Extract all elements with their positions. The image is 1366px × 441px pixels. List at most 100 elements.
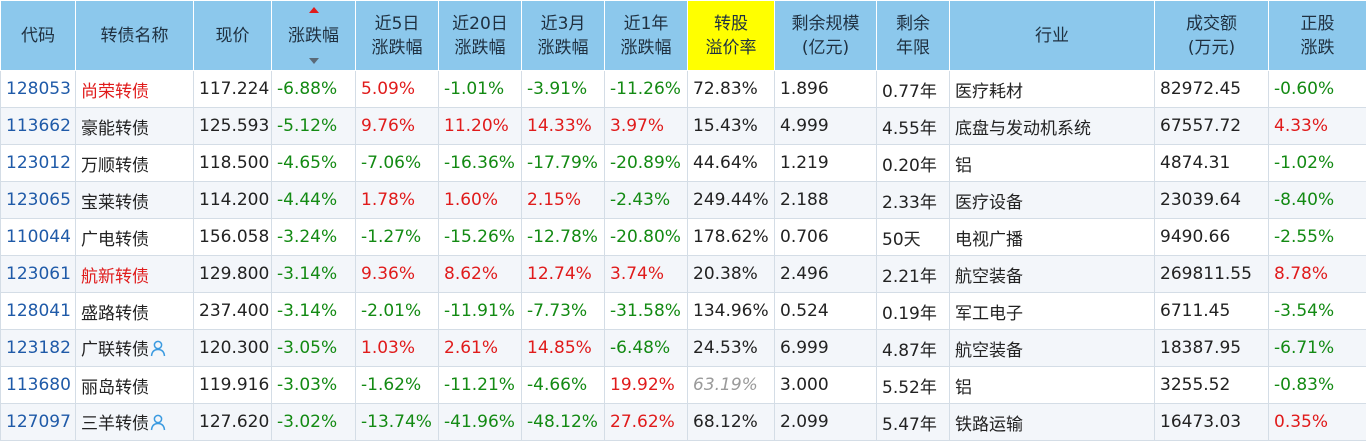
bond-code-cell[interactable]: 128053 bbox=[1, 71, 76, 108]
change-3m-cell: 14.33% bbox=[522, 108, 605, 145]
remaining-years-cell-text: 0.19年 bbox=[882, 304, 937, 324]
col-header-conversion-premium[interactable]: 转股溢价率 bbox=[688, 1, 775, 71]
bond-code-cell[interactable]: 123012 bbox=[1, 145, 76, 182]
change-5d-cell-text: -1.27% bbox=[361, 227, 421, 247]
price-cell-text: 114.200 bbox=[199, 190, 269, 210]
remaining-scale-cell: 0.524 bbox=[775, 293, 877, 330]
industry-cell-text: 航空装备 bbox=[955, 267, 1023, 287]
person-icon[interactable] bbox=[150, 414, 166, 436]
col-header-3m-change[interactable]: 近3月涨跌幅 bbox=[522, 1, 605, 71]
bond-code-cell-text[interactable]: 128041 bbox=[6, 301, 71, 321]
bond-code-cell-text[interactable]: 113680 bbox=[6, 375, 71, 395]
bond-name-cell-text[interactable]: 广电转债 bbox=[81, 230, 149, 250]
change-3m-cell: -12.78% bbox=[522, 219, 605, 256]
bond-name-cell-text[interactable]: 万顺转债 bbox=[81, 156, 149, 176]
stock-change-cell-text: -0.83% bbox=[1274, 375, 1334, 395]
bond-name-cell[interactable]: 航新转债 bbox=[76, 256, 194, 293]
col-header-remaining-scale[interactable]: 剩余规模(亿元) bbox=[775, 1, 877, 71]
bond-code-cell[interactable]: 123182 bbox=[1, 330, 76, 367]
bond-code-cell[interactable]: 113680 bbox=[1, 367, 76, 404]
change-3m-cell: 2.15% bbox=[522, 182, 605, 219]
bond-code-cell-text[interactable]: 127097 bbox=[6, 412, 71, 432]
bond-name-cell[interactable]: 盛路转债 bbox=[76, 293, 194, 330]
bond-code-cell-text[interactable]: 123065 bbox=[6, 190, 71, 210]
bond-name-cell-text[interactable]: 盛路转债 bbox=[81, 304, 149, 324]
bond-name-cell-text[interactable]: 三羊转债 bbox=[81, 414, 149, 434]
col-header-1y-change[interactable]: 近1年涨跌幅 bbox=[605, 1, 688, 71]
industry-cell-text: 军工电子 bbox=[955, 304, 1023, 324]
bond-name-cell-text[interactable]: 宝莱转债 bbox=[81, 193, 149, 213]
bond-name-cell[interactable]: 豪能转债 bbox=[76, 108, 194, 145]
conversion-premium-cell: 249.44% bbox=[688, 182, 775, 219]
col-header-turnover[interactable]: 成交额(万元) bbox=[1155, 1, 1269, 71]
bond-code-cell[interactable]: 128041 bbox=[1, 293, 76, 330]
stock-change-cell: -1.02% bbox=[1269, 145, 1366, 182]
remaining-scale-cell: 2.188 bbox=[775, 182, 877, 219]
bond-name-cell-text[interactable]: 丽岛转债 bbox=[81, 378, 149, 398]
bond-name-cell-text[interactable]: 航新转债 bbox=[81, 267, 149, 287]
turnover-cell: 82972.45 bbox=[1155, 71, 1269, 108]
stock-change-cell: 0.35% bbox=[1269, 404, 1366, 441]
change-cell: -6.88% bbox=[272, 71, 356, 108]
remaining-years-cell-text: 50天 bbox=[882, 230, 921, 250]
bond-code-cell[interactable]: 113662 bbox=[1, 108, 76, 145]
bond-code-cell-text[interactable]: 123182 bbox=[6, 338, 71, 358]
price-cell-text: 156.058 bbox=[199, 227, 269, 247]
bond-name-cell[interactable]: 广联转债 bbox=[76, 330, 194, 367]
bond-code-cell[interactable]: 123061 bbox=[1, 256, 76, 293]
bond-code-cell-text[interactable]: 113662 bbox=[6, 116, 71, 136]
bond-name-cell-text[interactable]: 豪能转债 bbox=[81, 119, 149, 139]
bond-name-cell[interactable]: 宝莱转债 bbox=[76, 182, 194, 219]
remaining-years-cell: 4.87年 bbox=[877, 330, 950, 367]
bond-code-cell-text[interactable]: 123061 bbox=[6, 264, 71, 284]
stock-change-cell: 8.78% bbox=[1269, 256, 1366, 293]
bond-name-cell[interactable]: 尚荣转债 bbox=[76, 71, 194, 108]
industry-cell-text: 底盘与发动机系统 bbox=[955, 119, 1091, 139]
bond-name-cell[interactable]: 丽岛转债 bbox=[76, 367, 194, 404]
col-header-price[interactable]: 现价 bbox=[194, 1, 272, 71]
change-3m-cell-text: 14.33% bbox=[527, 116, 592, 136]
change-1y-cell: -6.48% bbox=[605, 330, 688, 367]
conversion-premium-cell-text: 15.43% bbox=[693, 116, 758, 136]
col-header-industry[interactable]: 行业 bbox=[950, 1, 1155, 71]
bond-name-cell-text[interactable]: 广联转债 bbox=[81, 340, 149, 360]
price-cell-text: 118.500 bbox=[199, 153, 269, 173]
change-20d-cell: -1.01% bbox=[439, 71, 522, 108]
price-cell: 120.300 bbox=[194, 330, 272, 367]
col-header-remaining-years[interactable]: 剩余年限 bbox=[877, 1, 950, 71]
bond-name-cell[interactable]: 三羊转债 bbox=[76, 404, 194, 441]
bond-code-cell-text[interactable]: 128053 bbox=[6, 79, 71, 99]
change-5d-cell: 5.09% bbox=[356, 71, 439, 108]
bond-code-cell[interactable]: 123065 bbox=[1, 182, 76, 219]
bond-code-cell[interactable]: 127097 bbox=[1, 404, 76, 441]
col-header-code[interactable]: 代码 bbox=[1, 1, 76, 71]
stock-change-cell-text: -2.55% bbox=[1274, 227, 1334, 247]
bond-name-cell-text[interactable]: 尚荣转债 bbox=[81, 82, 149, 102]
change-3m-cell: -17.79% bbox=[522, 145, 605, 182]
bond-name-cell[interactable]: 广电转债 bbox=[76, 219, 194, 256]
col-header-stock-change[interactable]: 正股涨跌 bbox=[1269, 1, 1366, 71]
change-cell: -3.02% bbox=[272, 404, 356, 441]
col-header-change[interactable]: 涨跌幅 bbox=[272, 1, 356, 71]
person-icon[interactable] bbox=[150, 340, 166, 362]
bond-code-cell-text[interactable]: 123012 bbox=[6, 153, 71, 173]
bond-name-cell[interactable]: 万顺转债 bbox=[76, 145, 194, 182]
col-header-name[interactable]: 转债名称 bbox=[76, 1, 194, 71]
bond-code-cell-text[interactable]: 110044 bbox=[6, 227, 71, 247]
remaining-years-cell-text: 0.20年 bbox=[882, 156, 937, 176]
stock-change-cell-text: -8.40% bbox=[1274, 190, 1334, 210]
change-1y-cell: 3.74% bbox=[605, 256, 688, 293]
bond-code-cell[interactable]: 110044 bbox=[1, 219, 76, 256]
col-header-5d-change[interactable]: 近5日涨跌幅 bbox=[356, 1, 439, 71]
col-header-20d-change[interactable]: 近20日涨跌幅 bbox=[439, 1, 522, 71]
